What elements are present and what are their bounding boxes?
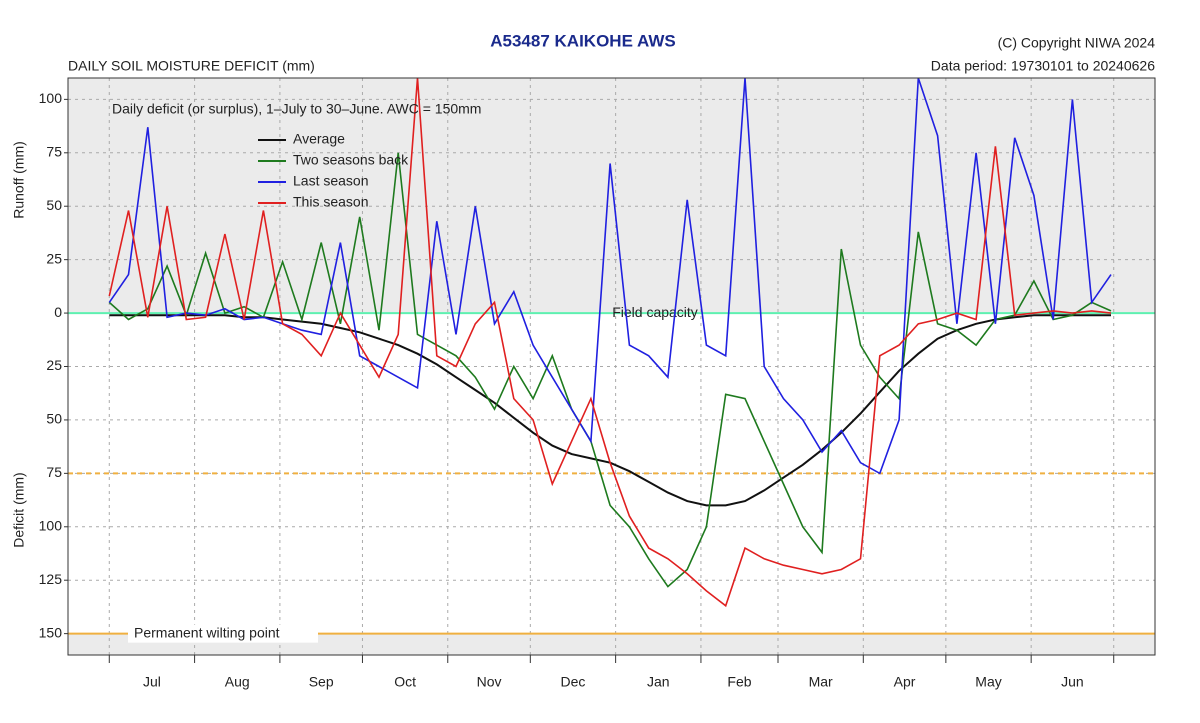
y-label-bottom: Deficit (mm) — [11, 472, 27, 547]
x-tick-label: Sep — [309, 674, 334, 690]
x-tick-label: Oct — [394, 674, 416, 690]
legend-label: Average — [293, 131, 345, 147]
x-tick-label: Jan — [647, 674, 670, 690]
y-tick-label: 25 — [46, 357, 62, 373]
reference-label: Permanent wilting point — [134, 624, 280, 640]
y-tick-label: 50 — [46, 411, 62, 427]
x-tick-label: May — [975, 674, 1001, 690]
x-tick-label: Jun — [1061, 674, 1084, 690]
y-tick-label: 25 — [46, 250, 62, 266]
data-period: Data period: 19730101 to 20240626 — [931, 58, 1155, 74]
series-group — [108, 78, 1112, 608]
chart-title: A53487 KAIKOHE AWS — [490, 31, 675, 50]
annotation: Daily deficit (or surplus), 1–July to 30… — [112, 101, 481, 117]
x-tick-label: Apr — [894, 674, 916, 690]
x-tick-label: Aug — [225, 674, 250, 690]
y-tick-label: 125 — [39, 571, 63, 587]
y-tick-label: 0 — [54, 304, 62, 320]
y-tick-label: 75 — [46, 143, 62, 159]
copyright: (C) Copyright NIWA 2024 — [998, 35, 1156, 51]
reference-label: Field capacity — [612, 304, 698, 320]
y-tick-label: 100 — [39, 517, 63, 533]
plot-frame — [67, 77, 1156, 656]
x-tick-label: Jul — [143, 674, 161, 690]
y-label-top: Runoff (mm) — [11, 141, 27, 219]
subtitle: DAILY SOIL MOISTURE DEFICIT (mm) — [68, 58, 315, 74]
runoff-shade — [68, 78, 1155, 314]
legend-label: Last season — [293, 173, 369, 189]
series-line — [108, 152, 1112, 588]
wilting-shade — [68, 633, 1155, 655]
y-tick-label: 75 — [46, 464, 62, 480]
x-tick-label: Feb — [727, 674, 751, 690]
x-tick-label: Nov — [477, 674, 502, 690]
series-line — [108, 78, 1112, 608]
label-bg — [128, 624, 318, 643]
series-line — [108, 78, 1112, 475]
x-tick-label: Mar — [809, 674, 833, 690]
y-tick-label: 100 — [39, 90, 63, 106]
legend-label: This season — [293, 194, 368, 210]
legend-label: Two seasons back — [293, 152, 409, 168]
y-tick-label: 150 — [39, 624, 63, 640]
y-tick-label: 50 — [46, 197, 62, 213]
x-tick-label: Dec — [561, 674, 586, 690]
